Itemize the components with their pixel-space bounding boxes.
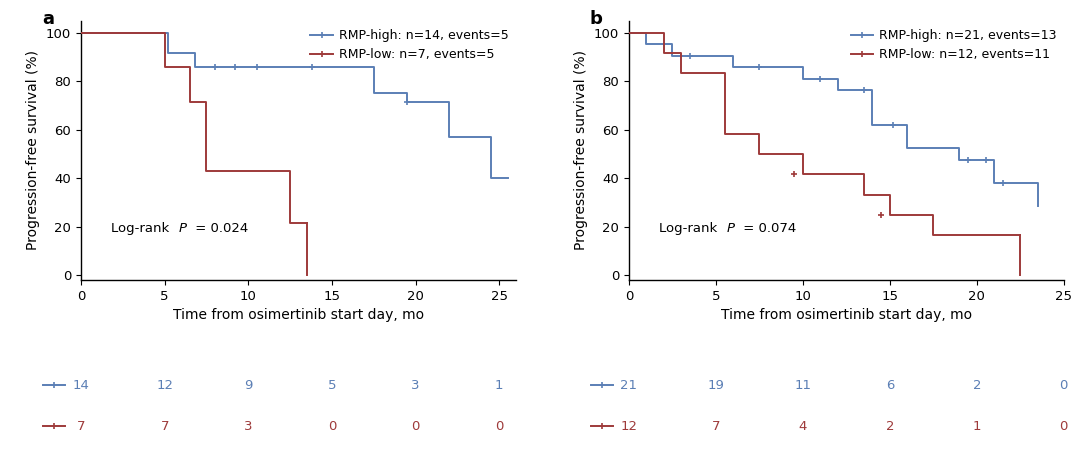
Legend: RMP-high: n=14, events=5, RMP-low: n=7, events=5: RMP-high: n=14, events=5, RMP-low: n=7, … [306, 24, 514, 66]
Text: 0: 0 [495, 420, 503, 433]
Text: 11: 11 [795, 379, 811, 392]
Text: = 0.074: = 0.074 [739, 222, 796, 235]
Y-axis label: Progression-free survival (%): Progression-free survival (%) [575, 50, 589, 250]
Text: 7: 7 [712, 420, 720, 433]
Text: 4: 4 [799, 420, 807, 433]
Text: 9: 9 [244, 379, 253, 392]
Text: P: P [727, 222, 734, 235]
Legend: RMP-high: n=21, events=13, RMP-low: n=12, events=11: RMP-high: n=21, events=13, RMP-low: n=12… [846, 24, 1062, 66]
Text: Log-rank: Log-rank [660, 222, 721, 235]
Text: 0: 0 [1059, 420, 1068, 433]
X-axis label: Time from osimertinib start day, mo: Time from osimertinib start day, mo [720, 308, 972, 323]
Text: Log-rank: Log-rank [111, 222, 174, 235]
Text: 5: 5 [327, 379, 336, 392]
Text: 0: 0 [1059, 379, 1068, 392]
Text: 7: 7 [77, 420, 85, 433]
Text: 12: 12 [620, 420, 637, 433]
Text: b: b [590, 10, 603, 28]
Text: 2: 2 [973, 379, 981, 392]
Text: 3: 3 [411, 379, 420, 392]
Text: 0: 0 [327, 420, 336, 433]
Text: 14: 14 [72, 379, 90, 392]
Text: 1: 1 [495, 379, 503, 392]
Text: = 0.024: = 0.024 [191, 222, 248, 235]
Y-axis label: Progression-free survival (%): Progression-free survival (%) [27, 50, 40, 250]
Text: 2: 2 [886, 420, 894, 433]
Text: 3: 3 [244, 420, 253, 433]
Text: 19: 19 [707, 379, 725, 392]
X-axis label: Time from osimertinib start day, mo: Time from osimertinib start day, mo [173, 308, 424, 323]
Text: 7: 7 [160, 420, 168, 433]
Text: 21: 21 [620, 379, 637, 392]
Text: 12: 12 [157, 379, 173, 392]
Text: a: a [42, 10, 54, 28]
Text: 1: 1 [973, 420, 981, 433]
Text: 6: 6 [886, 379, 894, 392]
Text: 0: 0 [411, 420, 420, 433]
Text: P: P [179, 222, 187, 235]
